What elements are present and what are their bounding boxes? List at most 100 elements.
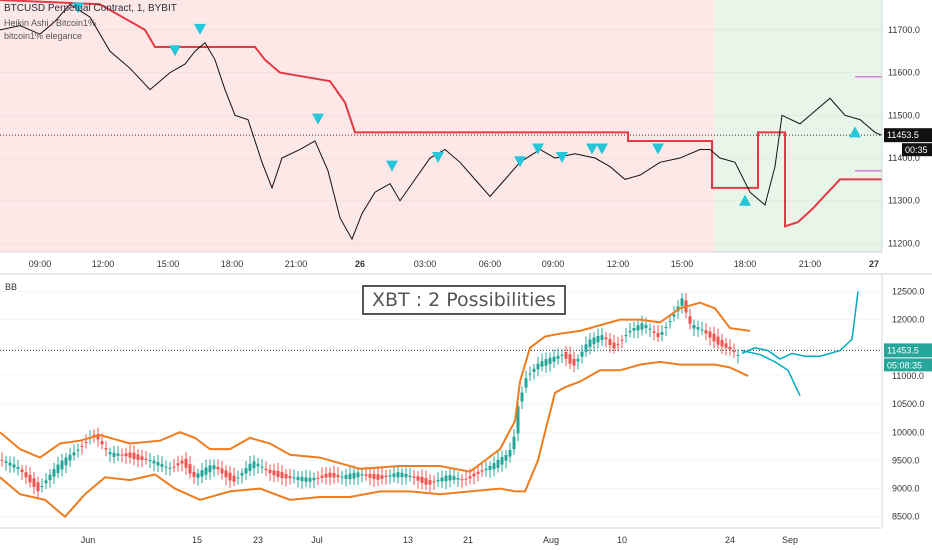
candle-body bbox=[664, 326, 668, 329]
bb-indicator-label[interactable]: BB bbox=[5, 282, 18, 292]
upper-series bbox=[0, 0, 883, 241]
candle-body bbox=[700, 329, 704, 331]
candle-body bbox=[520, 392, 524, 402]
projection-line bbox=[741, 349, 801, 396]
price-tick-label: 11500.0 bbox=[888, 110, 920, 120]
lower-time-axis[interactable]: Jun 15 23 Jul 13 21 Aug 10 24 Sep bbox=[0, 527, 882, 545]
price-tick-label: 11300.0 bbox=[888, 196, 920, 206]
price-tick-label: 11700.0 bbox=[888, 25, 920, 35]
candle-body bbox=[212, 465, 216, 470]
candle-body bbox=[44, 480, 48, 484]
candle-body bbox=[332, 473, 336, 478]
candle-body bbox=[568, 354, 572, 364]
candle-body bbox=[124, 453, 128, 457]
candle-body bbox=[372, 473, 376, 480]
upper-price-axis[interactable]: 11200.0 11300.0 11400.0 11500.0 11600.0 11700… bbox=[881, 0, 932, 252]
candle-body bbox=[596, 335, 600, 343]
time-tick-label: 18:00 bbox=[221, 259, 244, 269]
candle-body bbox=[576, 358, 580, 362]
price-tick-label: 12500.0 bbox=[892, 286, 925, 296]
projection-line bbox=[741, 291, 859, 360]
upper-time-axis[interactable]: 09:00 12:00 15:00 18:00 21:00 26 03:00 06:00 09:… bbox=[0, 251, 882, 269]
price-tick-label: 11600.0 bbox=[888, 68, 920, 78]
trailing-stop-line bbox=[0, 0, 882, 228]
last-price-value: 11453.5 bbox=[887, 130, 919, 140]
candle-body bbox=[92, 434, 96, 436]
candle-body bbox=[644, 325, 648, 329]
candle-body bbox=[144, 458, 148, 460]
time-tick-label: 23 bbox=[253, 535, 263, 545]
candle-body bbox=[156, 462, 160, 466]
sell-marker-icon bbox=[386, 160, 398, 172]
sell-marker-icon bbox=[586, 143, 598, 155]
candle-body bbox=[436, 480, 440, 482]
price-line bbox=[0, 3, 883, 241]
candle-body bbox=[356, 472, 360, 478]
candle-body bbox=[24, 472, 28, 478]
candle-body bbox=[616, 344, 620, 346]
candle-body bbox=[264, 468, 268, 471]
candle-body bbox=[160, 464, 164, 467]
candle-body bbox=[592, 337, 596, 344]
candle-body bbox=[672, 314, 676, 317]
sell-marker-icon bbox=[556, 152, 568, 164]
candle-body bbox=[464, 478, 468, 480]
candle-body bbox=[16, 467, 20, 469]
sell-marker-icon bbox=[432, 152, 444, 164]
candle-body bbox=[276, 470, 280, 477]
candle-body bbox=[492, 463, 496, 470]
candle-body bbox=[632, 328, 636, 331]
time-tick-label: 10 bbox=[617, 535, 627, 545]
candle-body bbox=[228, 472, 232, 481]
buy-marker-icon bbox=[739, 194, 751, 206]
candle-body bbox=[260, 466, 264, 468]
indicator-2-label[interactable]: bitcoin1% elegance bbox=[4, 31, 83, 41]
candle-body bbox=[136, 454, 140, 460]
candle-body bbox=[600, 335, 604, 341]
time-tick-label: 18:00 bbox=[734, 259, 757, 269]
candle-body bbox=[12, 464, 16, 468]
lower-band-line bbox=[0, 360, 749, 519]
candle-body bbox=[660, 332, 664, 335]
candle-body bbox=[48, 474, 52, 481]
candle-body bbox=[52, 469, 56, 477]
candle-body bbox=[56, 464, 60, 474]
time-tick-label: 06:00 bbox=[479, 259, 502, 269]
last-price-tag bbox=[884, 343, 932, 358]
candle-body bbox=[60, 460, 64, 470]
candle-body bbox=[564, 352, 568, 359]
candle-body bbox=[252, 461, 256, 469]
candle-body bbox=[552, 356, 556, 362]
candle-body bbox=[432, 481, 436, 483]
price-tick-label: 9500.0 bbox=[892, 455, 920, 465]
sell-marker-icon bbox=[532, 143, 544, 155]
candle-body bbox=[20, 469, 24, 473]
candle-body bbox=[636, 325, 640, 331]
candle-body bbox=[544, 359, 548, 366]
candle-body bbox=[612, 342, 616, 349]
candle-body bbox=[352, 472, 356, 479]
time-tick-label: 27 bbox=[869, 259, 879, 269]
candle-body bbox=[516, 406, 520, 434]
countdown-value: 00:35 bbox=[905, 145, 928, 155]
candle-body bbox=[100, 441, 104, 445]
candle-body bbox=[316, 477, 320, 479]
candle-body bbox=[484, 468, 488, 471]
candle-body bbox=[428, 480, 432, 485]
candle-body bbox=[308, 477, 312, 482]
candle-body bbox=[272, 470, 276, 476]
lower-price-axis[interactable]: 8500.0 9000.0 9500.0 10000.0 10500.0 11000.0 1… bbox=[881, 274, 932, 528]
candle-body bbox=[628, 330, 632, 333]
indicator-1-label[interactable]: Heikin Ashi : Bitcoin1% bbox=[4, 18, 97, 28]
candle-body bbox=[496, 459, 500, 468]
candle-body bbox=[196, 473, 200, 478]
candle-body bbox=[184, 458, 188, 468]
candle-body bbox=[620, 339, 624, 341]
candle-body bbox=[376, 474, 380, 480]
symbol-title: BTCUSD Perpetual Contract, 1, BYBIT bbox=[4, 3, 177, 14]
candle-body bbox=[36, 482, 40, 492]
time-tick-label: 24 bbox=[725, 535, 735, 545]
candle-body bbox=[424, 478, 428, 485]
countdown-tag bbox=[884, 358, 932, 372]
